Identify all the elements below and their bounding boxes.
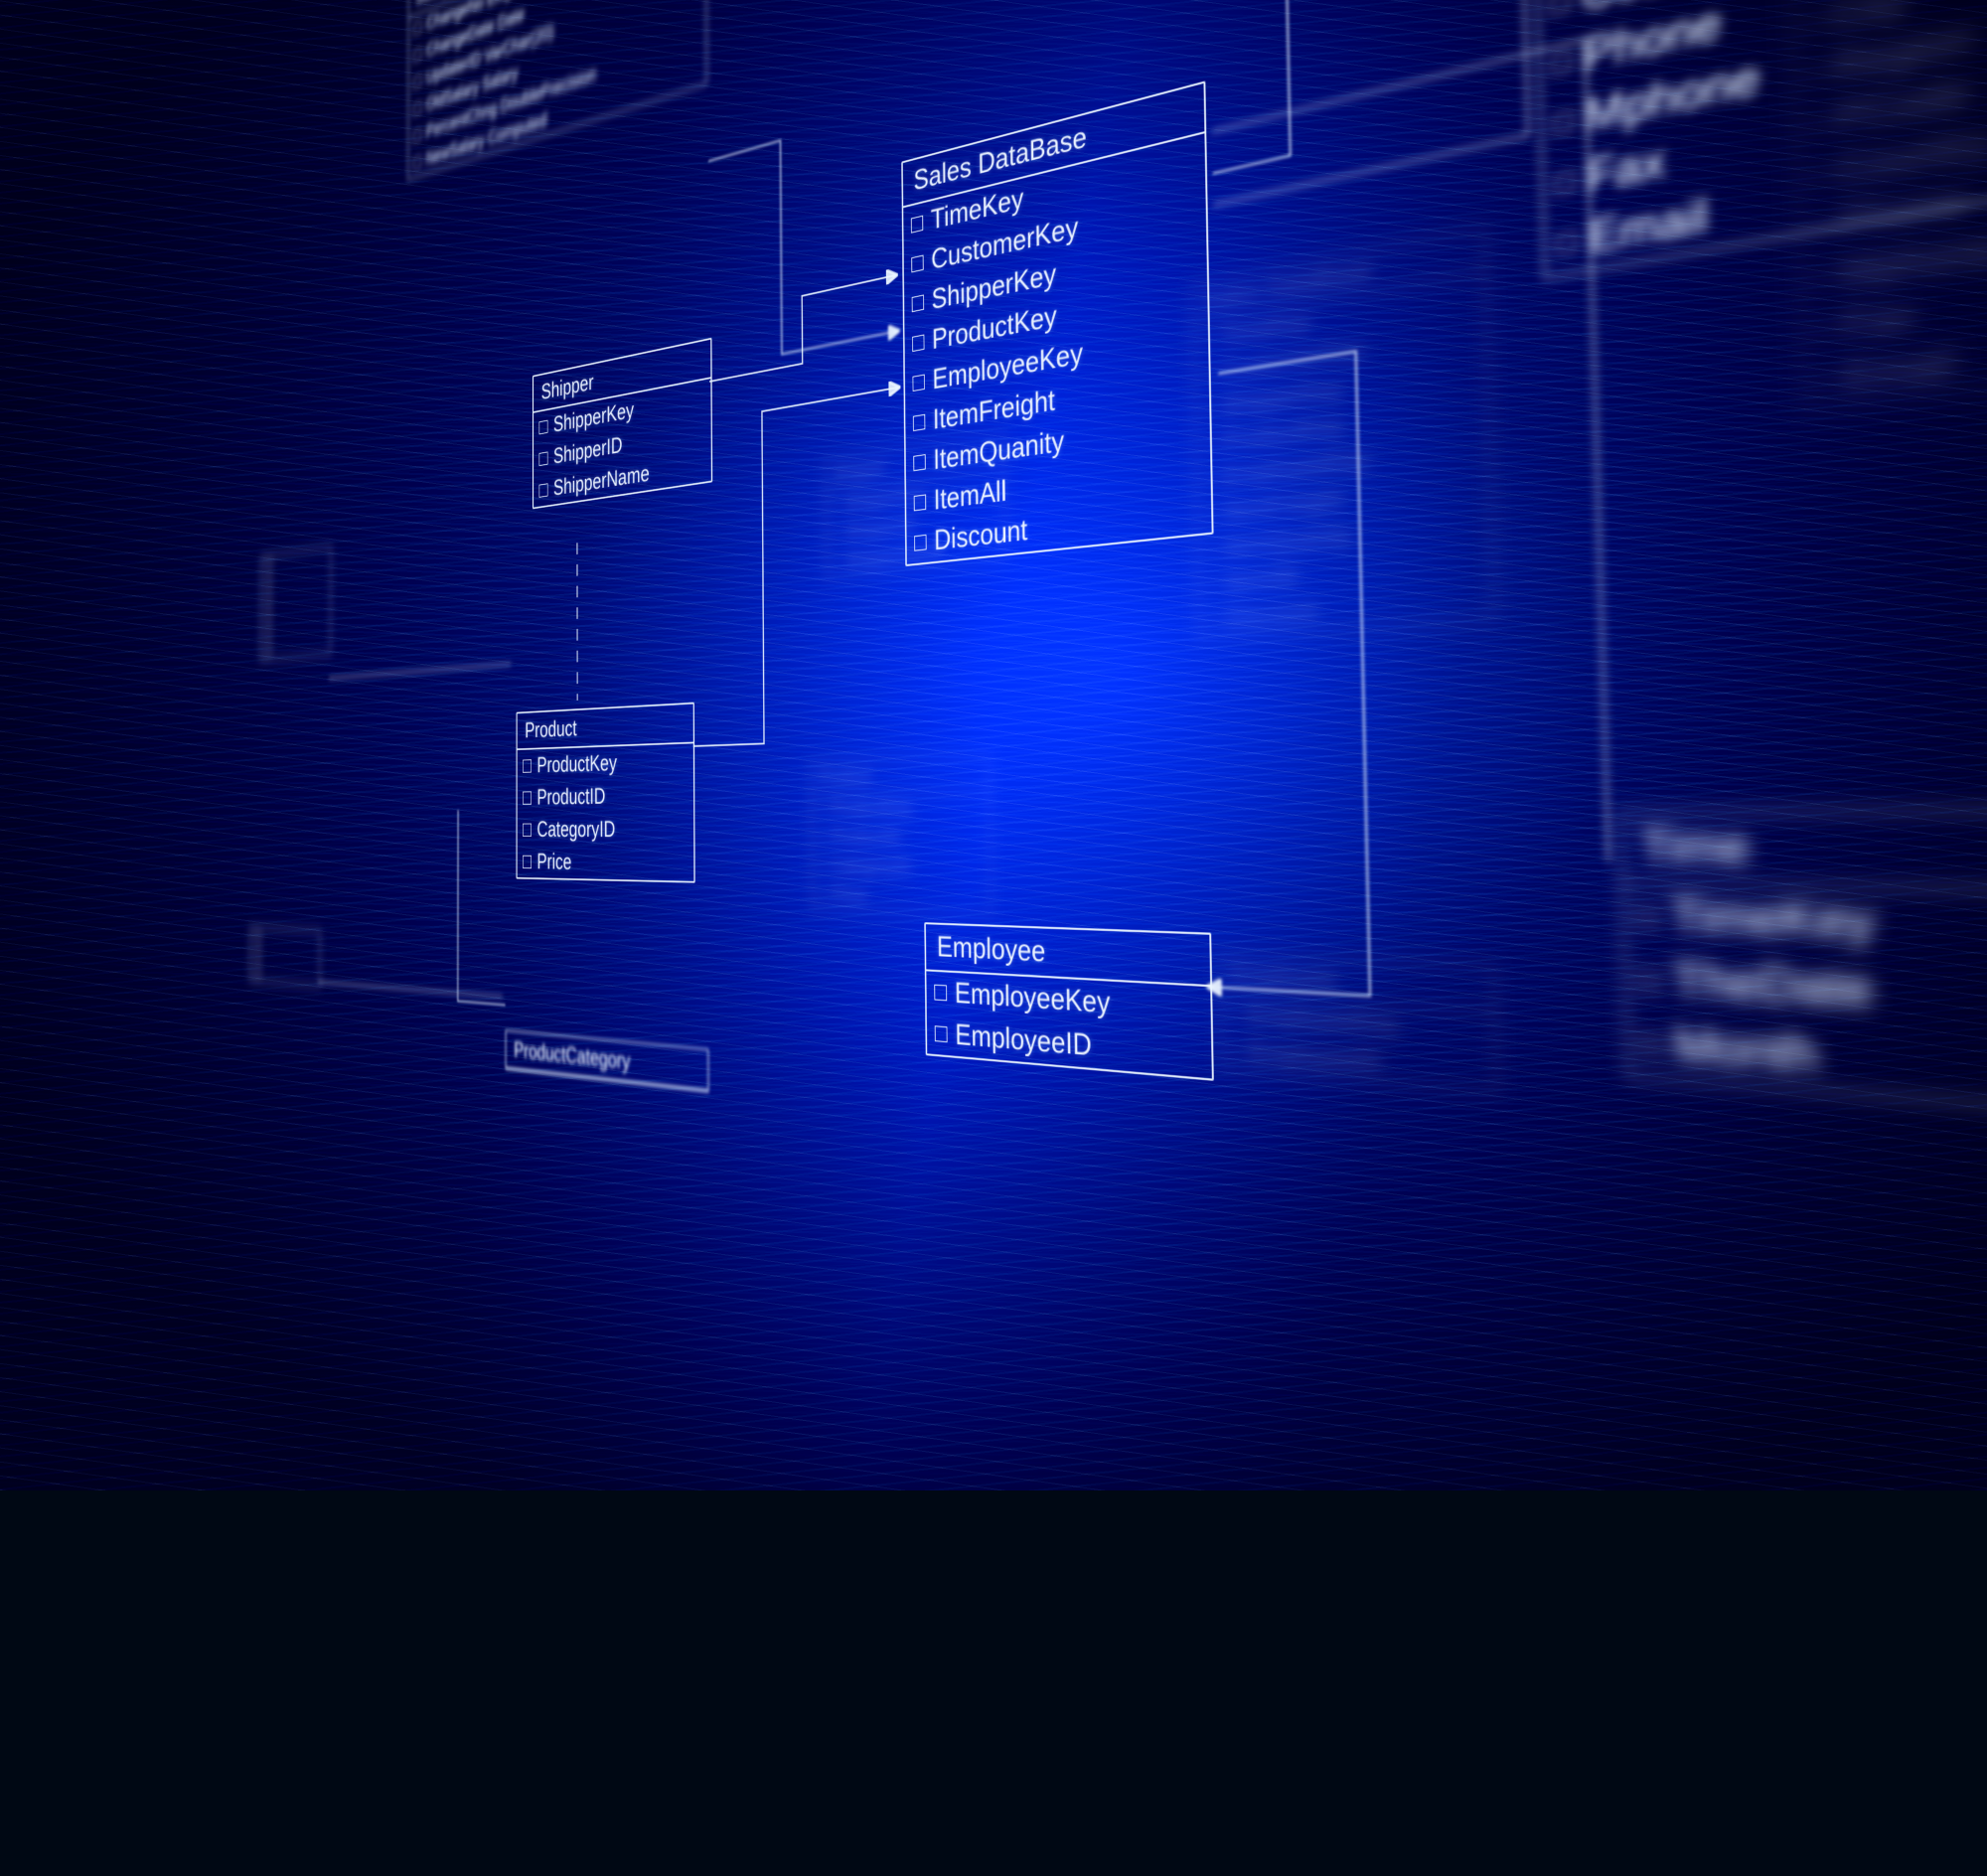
field-label: Phone	[1583, 0, 1723, 82]
connector	[1205, 0, 1528, 205]
key-box-icon	[913, 454, 925, 471]
key-box-icon	[265, 575, 272, 587]
key-box-icon	[265, 644, 272, 656]
connector	[1197, 352, 1370, 997]
entity-field: ProductKey	[518, 743, 693, 782]
key-box-icon	[1550, 0, 1570, 14]
entity-field: TheDate	[1625, 948, 1987, 1045]
connector	[458, 810, 506, 1006]
entity-field: TimeKey	[1624, 884, 1987, 970]
key-box-icon	[1555, 171, 1575, 194]
entity-field: Price	[518, 846, 694, 881]
key-box-icon	[523, 791, 532, 804]
field-label: Country	[1581, 0, 1751, 22]
connector	[1047, 0, 1291, 211]
key-box-icon	[254, 931, 261, 943]
entity-field: CategoryID	[518, 812, 694, 847]
key-box-icon	[265, 558, 272, 570]
connector	[708, 107, 898, 369]
entity-field: Country	[1538, 0, 1987, 38]
key-box-icon	[265, 593, 272, 605]
field-label: Fax	[1586, 136, 1666, 204]
entity-customer: CustomerKeyCompanyNameContactNameTitleAd…	[1523, 0, 1987, 279]
key-box-icon	[539, 419, 548, 434]
entity-time: TimeTimeKeyTheDateMonth	[1619, 808, 1987, 1124]
key-box-icon	[413, 128, 421, 143]
entity-shipper: ShipperShipperKeyShipperIDShipperName	[533, 338, 712, 510]
key-box-icon	[912, 294, 924, 312]
field-label: TheDate	[1672, 955, 1874, 1020]
key-box-icon	[413, 155, 421, 170]
key-box-icon	[1552, 51, 1572, 75]
key-box-icon	[254, 966, 261, 978]
connector	[709, 275, 897, 382]
entity-title: Sales DataBase	[903, 83, 1205, 208]
entity-employee: EmployeeEmployeeKeyEmployeeID	[924, 922, 1214, 1081]
field-label: Mphone	[1585, 52, 1761, 143]
key-box-icon	[254, 948, 261, 960]
key-box-icon	[935, 1025, 948, 1042]
connector	[691, 388, 902, 746]
connector	[329, 664, 511, 678]
key-box-icon	[914, 494, 926, 511]
field-label: EmployeeKey	[955, 977, 1111, 1021]
field-label: Price	[536, 849, 571, 874]
entity-field: Phone	[1540, 0, 1987, 97]
field-label: CategoryID	[536, 816, 615, 843]
key-box-icon	[413, 101, 421, 116]
key-box-icon	[265, 627, 272, 639]
connector-lines	[237, 0, 1987, 1876]
entity-field: Month	[1627, 1012, 1987, 1121]
key-box-icon	[911, 216, 923, 234]
key-box-icon	[413, 75, 421, 89]
key-box-icon	[539, 451, 548, 466]
field-label: ProductID	[536, 783, 605, 810]
entity-title: Time	[1622, 811, 1987, 894]
key-box-icon	[1557, 232, 1577, 254]
entity-field: Fax	[1543, 32, 1987, 217]
entity-productCategory: ProductCategory	[506, 1029, 709, 1093]
key-box-icon	[1641, 1034, 1662, 1056]
tables-container: Sales DataBaseTimeKeyCustomerKeyShipperK…	[247, 0, 1987, 75]
field-label: TimeKey	[1670, 890, 1876, 952]
key-box-icon	[523, 759, 532, 772]
field-label: Email	[1588, 190, 1709, 264]
key-box-icon	[539, 483, 548, 497]
field-label: Month	[1674, 1019, 1819, 1085]
key-box-icon	[1554, 110, 1574, 133]
entity-farLeft1	[259, 546, 331, 661]
connector	[1212, 40, 1608, 860]
entity-field: Mphone	[1541, 0, 1987, 157]
connector	[318, 982, 502, 997]
entity-salaryHistory: SalaryHistoryChangeNo EmpNoChangeDate Da…	[407, 0, 707, 181]
entity-field: Email	[1545, 102, 1987, 276]
field-label: EmployeeID	[955, 1018, 1092, 1064]
key-box-icon	[1639, 970, 1660, 991]
perspective-stage: Sales DataBaseTimeKeyCustomerKeyShipperK…	[0, 0, 1987, 1490]
entity-farLeft2	[249, 926, 321, 987]
key-box-icon	[413, 21, 421, 36]
key-box-icon	[934, 985, 947, 1002]
key-box-icon	[911, 255, 923, 273]
entity-field: ProductID	[518, 778, 694, 814]
entity-field: EmployeeID	[927, 1013, 1212, 1079]
key-box-icon	[1637, 906, 1658, 927]
key-box-icon	[523, 823, 532, 836]
key-box-icon	[914, 535, 926, 551]
field-label: ProductKey	[536, 750, 617, 778]
key-box-icon	[523, 855, 532, 867]
key-box-icon	[913, 375, 925, 391]
key-box-icon	[265, 610, 272, 622]
field-label: ItemAll	[934, 475, 1007, 518]
field-label: Discount	[934, 514, 1027, 557]
key-box-icon	[912, 334, 924, 352]
entity-title: Product	[518, 704, 693, 750]
entity-sales: Sales DataBaseTimeKeyCustomerKeyShipperK…	[901, 80, 1213, 566]
entity-field	[250, 963, 320, 986]
entity-product: ProductProductKey ProductID CategoryID Pric…	[516, 703, 694, 883]
key-box-icon	[413, 48, 421, 63]
key-box-icon	[913, 414, 925, 431]
er-diagram-layer: Sales DataBaseTimeKeyCustomerKeyShipperK…	[237, 0, 1987, 1876]
entity-title: ProductCategory	[507, 1031, 708, 1091]
